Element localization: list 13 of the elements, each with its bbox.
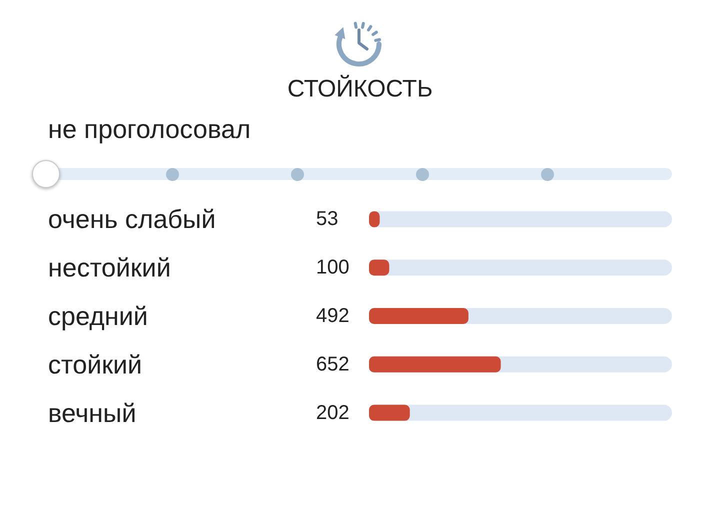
y-tick-label: стойкий	[48, 349, 142, 380]
text: не проголосовал	[48, 114, 251, 144]
y-tick-label: очень слабый	[48, 204, 216, 234]
y-tick-label: вечный	[48, 398, 136, 428]
data-label: 100	[316, 256, 350, 279]
data-label: 492	[316, 305, 350, 327]
data-label: 53	[316, 208, 338, 230]
data-label: 652	[316, 353, 350, 376]
y-tick-label: нестойкий	[48, 252, 171, 283]
chart-title: СТОЙКОСТЬ	[287, 74, 433, 102]
y-tick-label: средний	[48, 301, 148, 331]
data-label: 202	[316, 402, 350, 424]
bar	[369, 404, 410, 421]
